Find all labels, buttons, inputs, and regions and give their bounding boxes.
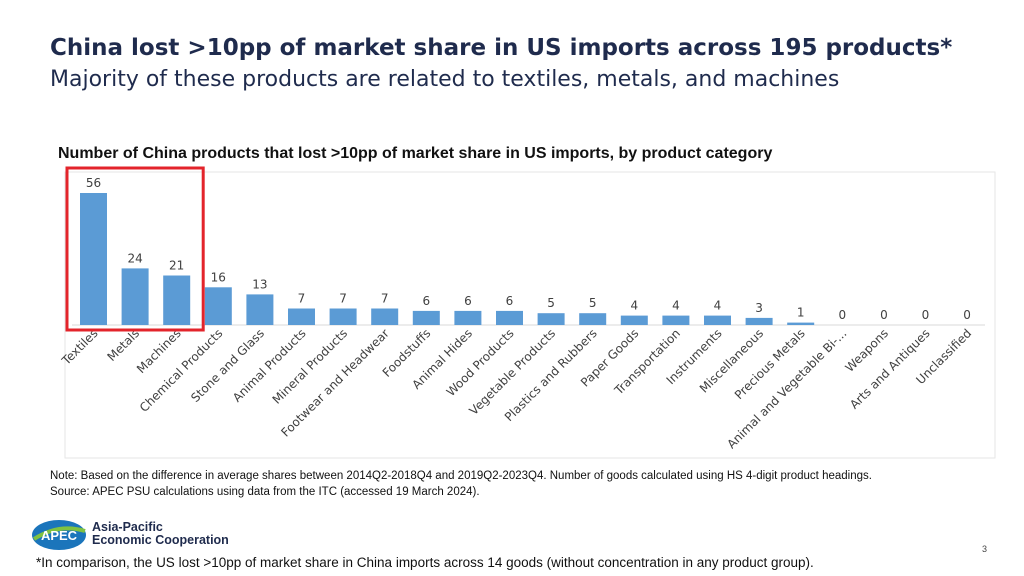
page-number: 3 bbox=[982, 544, 988, 554]
bar-precious-metals bbox=[787, 322, 815, 325]
bar-wood-products bbox=[496, 310, 523, 325]
tick-label-animal-products: Animal Products bbox=[230, 326, 309, 405]
data-label-machines: 21 bbox=[169, 259, 184, 273]
data-label-animal-and-vegetable-bi: 0 bbox=[838, 308, 846, 322]
logo-line-2: Economic Cooperation bbox=[92, 533, 229, 547]
bar-metals bbox=[121, 268, 149, 325]
apec-logo-text: Asia-Pacific Economic Cooperation bbox=[92, 521, 229, 547]
bar-mineral-products bbox=[329, 308, 357, 325]
bar-machines bbox=[163, 275, 191, 325]
bar-textiles bbox=[80, 193, 107, 325]
data-label-animal-hides: 6 bbox=[464, 294, 472, 308]
data-label-weapons: 0 bbox=[880, 308, 888, 322]
bar-transportation bbox=[662, 315, 690, 325]
data-label-metals: 24 bbox=[127, 251, 142, 265]
bar-chemical-products bbox=[204, 287, 232, 325]
bar-animal-hides bbox=[454, 310, 482, 325]
data-label-paper-goods: 4 bbox=[630, 299, 638, 313]
data-label-miscellaneous: 3 bbox=[755, 301, 763, 315]
slide-subtitle: Majority of these products are related t… bbox=[50, 67, 840, 92]
apec-logo: APEC bbox=[32, 520, 86, 550]
bar-footwear-and-headwear bbox=[371, 308, 399, 325]
bar-plastics-and-rubbers bbox=[579, 313, 607, 325]
bar-paper-goods bbox=[620, 315, 648, 325]
note-line: Note: Based on the difference in average… bbox=[50, 470, 872, 482]
bar-foodstuffs bbox=[412, 310, 440, 325]
data-label-wood-products: 6 bbox=[506, 294, 514, 308]
slide-title: China lost >10pp of market share in US i… bbox=[50, 35, 953, 61]
data-label-chemical-products: 16 bbox=[211, 270, 226, 284]
data-label-animal-products: 7 bbox=[298, 292, 306, 306]
data-label-footwear-and-headwear: 7 bbox=[381, 292, 389, 306]
chart-title: Number of China products that lost >10pp… bbox=[58, 145, 773, 162]
source-line: Source: APEC PSU calculations using data… bbox=[50, 486, 480, 498]
apec-logo-swoosh bbox=[32, 526, 86, 541]
data-label-unclassified: 0 bbox=[963, 308, 971, 322]
bar-instruments bbox=[704, 315, 731, 325]
highlight-box bbox=[65, 166, 205, 332]
logo-line-1: Asia-Pacific bbox=[92, 520, 163, 534]
bar-miscellaneous bbox=[745, 317, 773, 325]
bar-vegetable-products bbox=[537, 313, 565, 325]
tick-label-mineral-products: Mineral Products bbox=[270, 326, 351, 407]
data-label-instruments: 4 bbox=[714, 299, 722, 313]
data-label-mineral-products: 7 bbox=[339, 292, 347, 306]
footnote: *In comparison, the US lost >10pp of mar… bbox=[36, 555, 814, 570]
tick-label-precious-metals: Precious Metals bbox=[732, 326, 808, 402]
data-label-vegetable-products: 5 bbox=[547, 296, 555, 310]
tick-label-stone-and-glass: Stone and Glass bbox=[188, 326, 267, 405]
data-label-stone-and-glass: 13 bbox=[252, 277, 267, 291]
data-label-plastics-and-rubbers: 5 bbox=[589, 296, 597, 310]
tick-label-arts-and-antiques: Arts and Antiques bbox=[847, 326, 933, 412]
data-label-foodstuffs: 6 bbox=[422, 294, 430, 308]
data-label-arts-and-antiques: 0 bbox=[922, 308, 930, 322]
bar-stone-and-glass bbox=[246, 294, 274, 325]
data-label-transportation: 4 bbox=[672, 299, 680, 313]
chart-note: Note: Based on the difference in average… bbox=[50, 468, 872, 500]
data-label-precious-metals: 1 bbox=[797, 306, 805, 320]
tick-label-metals: Metals bbox=[104, 326, 142, 364]
apec-logo-mark: APEC bbox=[41, 528, 78, 543]
data-label-textiles: 56 bbox=[86, 176, 101, 190]
bar-animal-products bbox=[288, 308, 315, 325]
chart-plot-frame bbox=[64, 171, 996, 459]
